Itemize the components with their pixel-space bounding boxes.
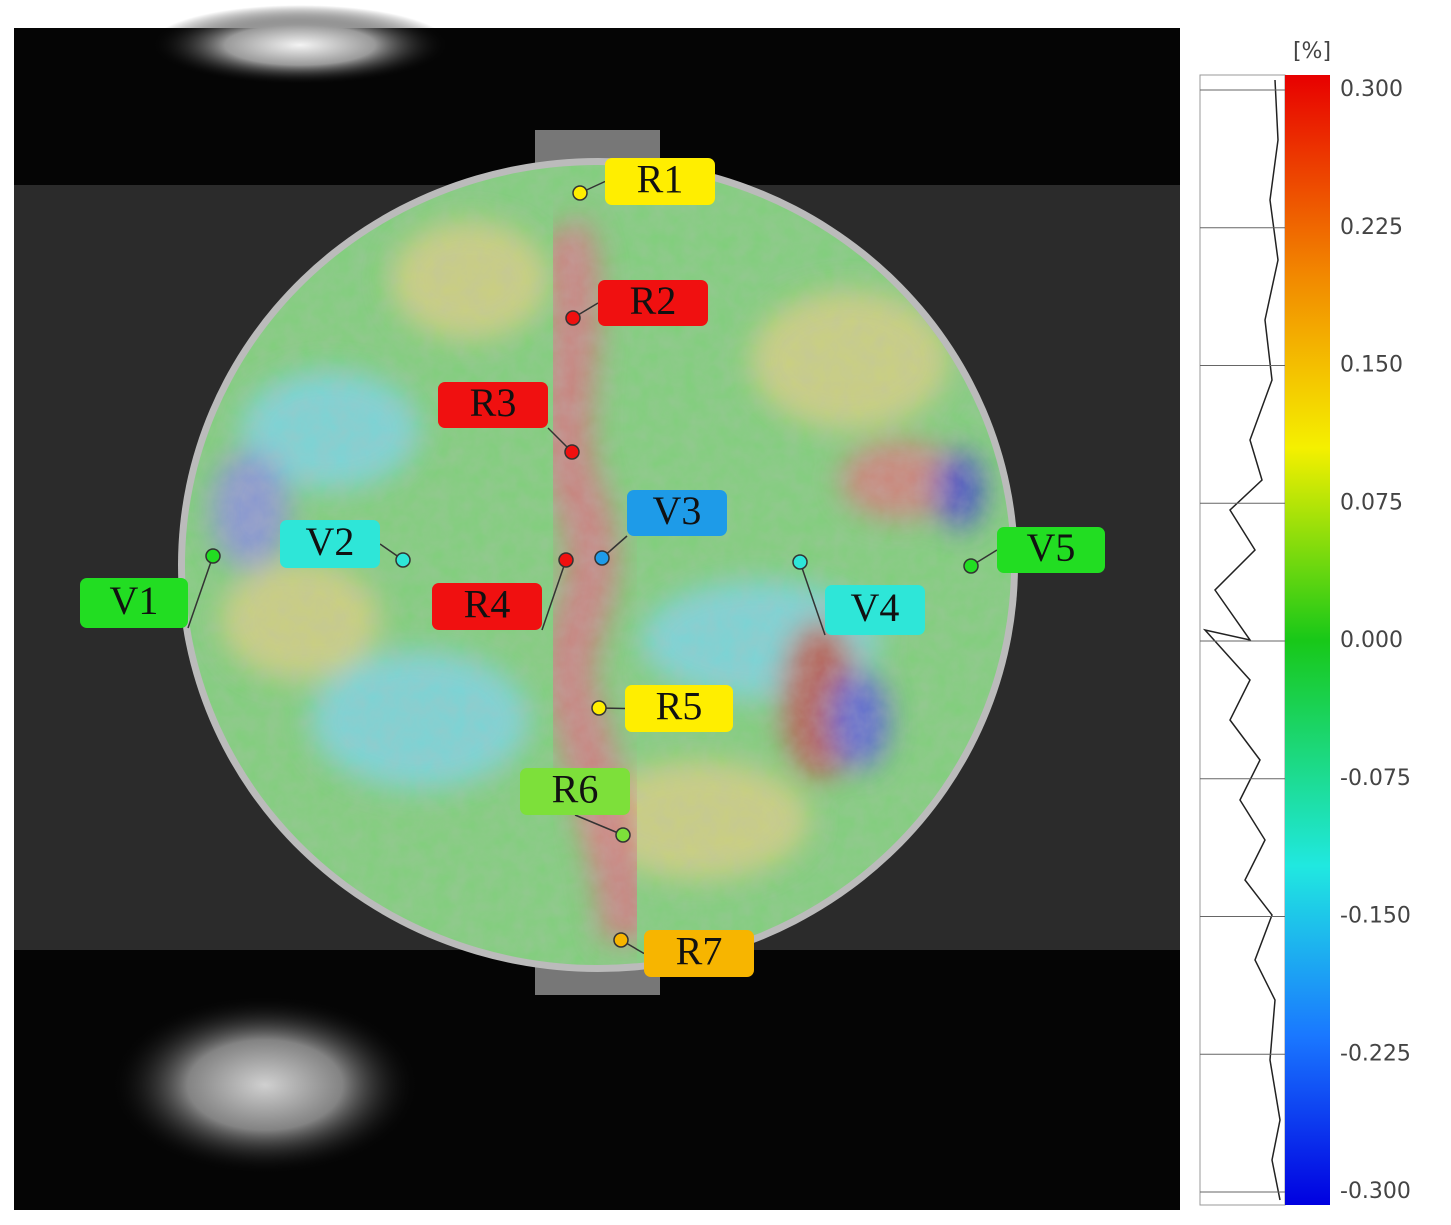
point-label: V5 [1027,525,1076,570]
leader-line [799,561,826,636]
point-marker [572,185,588,201]
point-label: R7 [676,929,723,974]
label-box [825,585,925,635]
point-label: V3 [653,488,702,533]
point-label: R5 [656,684,703,729]
tick-label: -0.075 [1340,766,1411,791]
label-box [280,520,380,568]
label-box [80,578,188,628]
label-box [438,382,548,428]
point-marker [963,558,979,574]
unit-label: [%] [1293,39,1331,64]
point-marker [792,554,808,570]
leader-line [541,559,567,631]
tick-label: -0.225 [1340,1041,1411,1066]
point-label: V4 [851,585,900,630]
point-label: R2 [630,278,677,323]
point-marker [558,552,574,568]
leader-line [574,814,624,836]
point-marker [591,700,607,716]
label-box [627,490,727,536]
label-box [598,280,708,326]
tick-label: 0.150 [1340,353,1403,378]
label-box [625,685,733,732]
label-box [432,583,542,630]
leader-line [187,555,214,629]
label-box [520,768,630,815]
color-scale [1285,75,1330,1205]
platen-glow [150,5,450,85]
point-label: R4 [464,582,511,627]
point-label: R1 [637,157,684,202]
point-marker [615,827,631,843]
label-box [997,527,1105,573]
point-marker [395,552,411,568]
label-box [644,930,754,977]
tick-label: 0.000 [1340,628,1403,653]
histogram-curve [1202,79,1281,1201]
point-marker [594,550,610,566]
point-marker [564,444,580,460]
point-marker [565,310,581,326]
point-marker [613,932,629,948]
tick-label: -0.150 [1340,904,1411,929]
platen-glow [110,995,420,1175]
tick-label: -0.300 [1340,1179,1411,1204]
point-label: V2 [306,519,355,564]
label-box [605,158,715,205]
point-label: R3 [470,380,517,425]
tick-label: 0.225 [1340,215,1403,240]
tick-label: 0.075 [1340,490,1403,515]
point-label: V1 [110,578,159,623]
tick-label: 0.300 [1340,77,1403,102]
point-label: R6 [552,767,599,812]
point-marker [205,548,221,564]
